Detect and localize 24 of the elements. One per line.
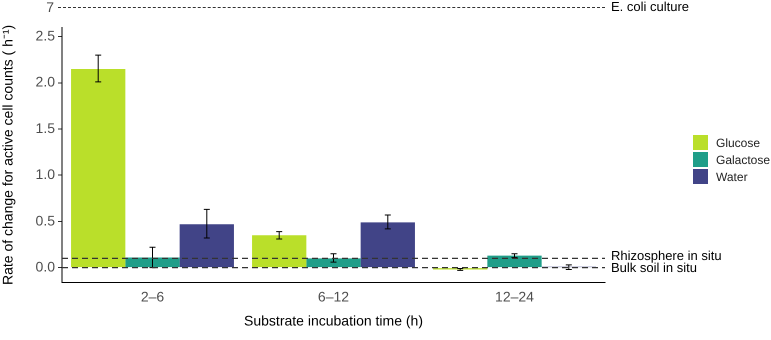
- legend-label: Glucose: [716, 136, 760, 150]
- y-tick-label: 2.0: [36, 74, 56, 90]
- legend-label: Galactose: [716, 152, 770, 166]
- y-axis-title: Rate of change for active cell counts ( h⁻¹): [0, 24, 16, 286]
- x-tick-label: 6–12: [318, 288, 350, 305]
- y-tick-label: 1.5: [36, 120, 56, 136]
- y-tick-label: 2.5: [36, 28, 56, 44]
- bar: [360, 222, 415, 268]
- text: 7: [46, 0, 54, 15]
- bar: [180, 224, 234, 268]
- x-tick-label: 12–24: [495, 288, 534, 305]
- ref-line-label: Rhizosphere in situ: [611, 248, 722, 263]
- legend-label: Water: [716, 170, 748, 184]
- bar: [71, 68, 126, 268]
- y-tick-label: 1.0: [36, 166, 56, 182]
- bar: [306, 258, 361, 268]
- text: E. coli culture: [611, 0, 690, 14]
- x-axis-title: Substrate incubation time (h): [244, 312, 423, 328]
- bar: [487, 256, 542, 268]
- bar: [125, 257, 180, 268]
- bar: [252, 235, 306, 268]
- x-tick-label: 2–6: [140, 288, 164, 305]
- y-tick-label: 0.0: [36, 258, 56, 274]
- y-tick-label: 0.5: [36, 212, 56, 228]
